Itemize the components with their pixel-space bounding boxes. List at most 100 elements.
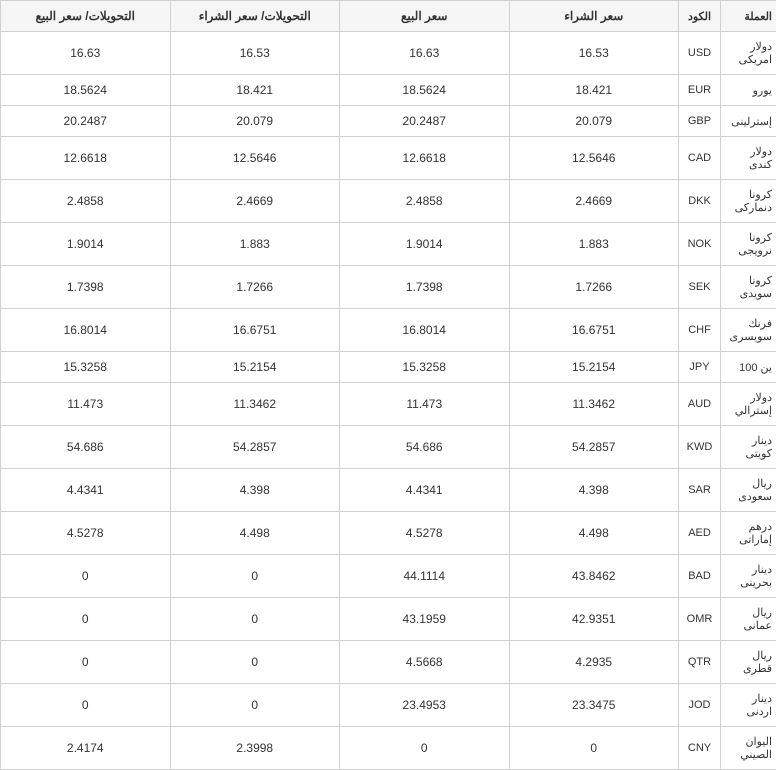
cell-transfer-buy: 0 [169,555,339,598]
cell-transfer-buy: 15.2154 [169,352,339,383]
cell-sell: 4.5668 [339,641,509,684]
header-transfer-buy: التحويلات/ سعر الشراء [169,1,339,32]
cell-transfer-sell: 12.6618 [0,137,169,180]
cell-buy: 42.9351 [508,598,678,641]
cell-code: AED [678,512,720,555]
cell-transfer-sell: 20.2487 [0,106,169,137]
table-row: ريال سعودىSAR4.3984.43414.3984.4341 [0,469,776,512]
cell-currency: ريال قطرى [720,641,776,684]
cell-code: AUD [678,383,720,426]
cell-transfer-sell: 4.4341 [0,469,169,512]
table-row: دولار إستراليAUD11.346211.47311.346211.4… [0,383,776,426]
table-row: دينار بحرينىBAD43.846244.111400 [0,555,776,598]
table-row: فرنك سويسرىCHF16.675116.801416.675116.80… [0,309,776,352]
table-row: درهم إماراتىAED4.4984.52784.4984.5278 [0,512,776,555]
table-row: اليوان الصينيCNY002.39982.4174 [0,727,776,770]
cell-buy: 16.6751 [508,309,678,352]
cell-transfer-buy: 1.7266 [169,266,339,309]
cell-transfer-buy: 54.2857 [169,426,339,469]
cell-transfer-buy: 1.883 [169,223,339,266]
cell-code: SAR [678,469,720,512]
cell-buy: 20.079 [508,106,678,137]
cell-transfer-sell: 18.5624 [0,75,169,106]
cell-buy: 16.53 [508,32,678,75]
table-header-row: العملة الكود سعر الشراء سعر البيع التحوي… [0,1,776,32]
cell-transfer-sell: 0 [0,555,169,598]
cell-currency: دولار امريكى [720,32,776,75]
cell-currency: دولار إسترالي [720,383,776,426]
cell-transfer-sell: 1.9014 [0,223,169,266]
cell-sell: 2.4858 [339,180,509,223]
cell-transfer-sell: 15.3258 [0,352,169,383]
exchange-rates-table: العملة الكود سعر الشراء سعر البيع التحوي… [0,0,776,770]
cell-transfer-sell: 0 [0,684,169,727]
cell-sell: 15.3258 [339,352,509,383]
cell-currency: درهم إماراتى [720,512,776,555]
cell-transfer-buy: 0 [169,684,339,727]
cell-sell: 16.63 [339,32,509,75]
table-row: كرونا دنماركىDKK2.46692.48582.46692.4858 [0,180,776,223]
cell-buy: 4.2935 [508,641,678,684]
cell-currency: ين 100 [720,352,776,383]
cell-transfer-sell: 54.686 [0,426,169,469]
cell-buy: 2.4669 [508,180,678,223]
table-row: دولار كندىCAD12.564612.661812.564612.661… [0,137,776,180]
cell-code: KWD [678,426,720,469]
table-row: دينار كويتىKWD54.285754.68654.285754.686 [0,426,776,469]
cell-currency: دولار كندى [720,137,776,180]
cell-transfer-sell: 16.63 [0,32,169,75]
table-row: ريال عمانىOMR42.935143.195900 [0,598,776,641]
cell-code: USD [678,32,720,75]
table-row: يوروEUR18.42118.562418.42118.5624 [0,75,776,106]
cell-transfer-buy: 18.421 [169,75,339,106]
cell-code: NOK [678,223,720,266]
cell-sell: 0 [339,727,509,770]
cell-code: BAD [678,555,720,598]
table-row: ريال قطرىQTR4.29354.566800 [0,641,776,684]
cell-currency: يورو [720,75,776,106]
cell-code: CAD [678,137,720,180]
cell-sell: 44.1114 [339,555,509,598]
cell-currency: كرونا نرويجى [720,223,776,266]
cell-code: GBP [678,106,720,137]
cell-sell: 23.4953 [339,684,509,727]
cell-sell: 20.2487 [339,106,509,137]
cell-transfer-buy: 4.398 [169,469,339,512]
cell-buy: 4.498 [508,512,678,555]
cell-sell: 1.7398 [339,266,509,309]
cell-code: SEK [678,266,720,309]
cell-buy: 1.883 [508,223,678,266]
cell-transfer-buy: 16.53 [169,32,339,75]
cell-sell: 54.686 [339,426,509,469]
cell-buy: 54.2857 [508,426,678,469]
cell-buy: 11.3462 [508,383,678,426]
cell-sell: 16.8014 [339,309,509,352]
cell-buy: 12.5646 [508,137,678,180]
cell-transfer-sell: 0 [0,598,169,641]
cell-transfer-sell: 2.4858 [0,180,169,223]
cell-buy: 43.8462 [508,555,678,598]
cell-buy: 1.7266 [508,266,678,309]
cell-buy: 0 [508,727,678,770]
cell-transfer-buy: 2.3998 [169,727,339,770]
cell-transfer-sell: 2.4174 [0,727,169,770]
cell-sell: 12.6618 [339,137,509,180]
cell-transfer-sell: 11.473 [0,383,169,426]
cell-currency: كرونا سويدى [720,266,776,309]
cell-transfer-buy: 11.3462 [169,383,339,426]
cell-transfer-buy: 2.4669 [169,180,339,223]
table-row: كرونا سويدىSEK1.72661.73981.72661.7398 [0,266,776,309]
cell-code: CHF [678,309,720,352]
cell-currency: كرونا دنماركى [720,180,776,223]
header-buy: سعر الشراء [508,1,678,32]
header-currency: العملة [720,1,776,32]
cell-buy: 23.3475 [508,684,678,727]
cell-currency: اليوان الصيني [720,727,776,770]
cell-buy: 15.2154 [508,352,678,383]
cell-transfer-buy: 20.079 [169,106,339,137]
cell-transfer-sell: 16.8014 [0,309,169,352]
cell-transfer-buy: 0 [169,598,339,641]
cell-transfer-sell: 4.5278 [0,512,169,555]
table-row: دولار امريكىUSD16.5316.6316.5316.63 [0,32,776,75]
table-row: إسترلينىGBP20.07920.248720.07920.2487 [0,106,776,137]
